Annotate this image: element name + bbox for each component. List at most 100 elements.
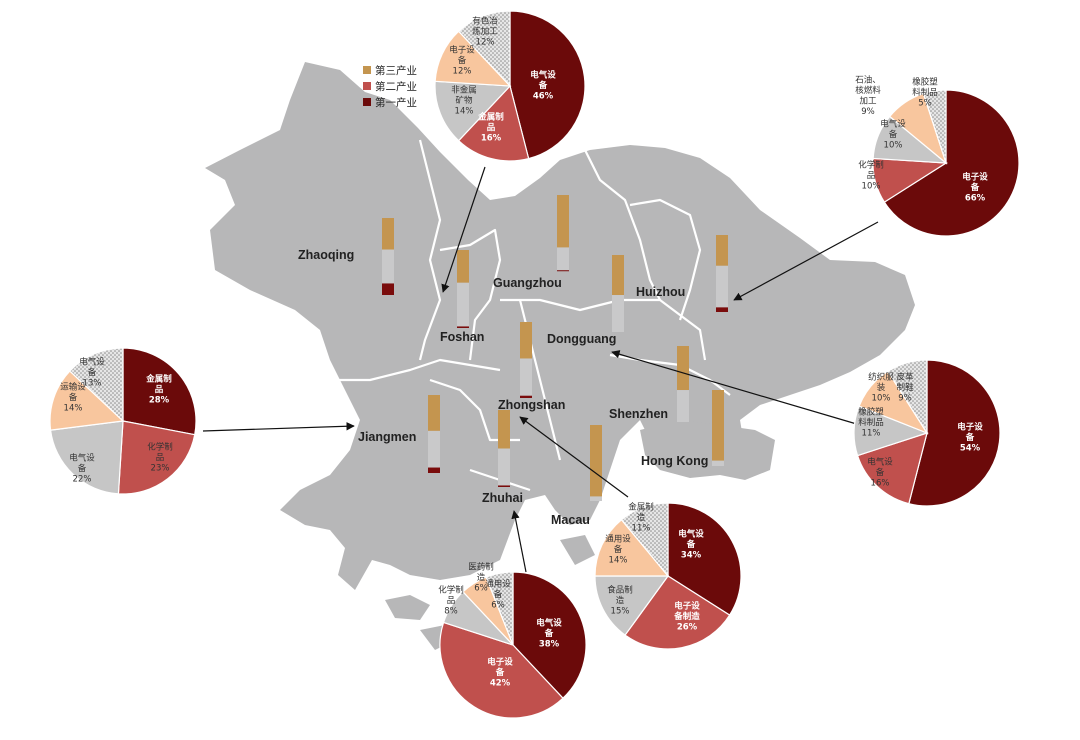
pie-slice-label: 电子设备制造 <box>673 601 700 623</box>
pie-slice <box>620 502 669 578</box>
legend-swatch <box>363 98 371 106</box>
pie-slice-percent: 16% <box>481 134 502 144</box>
pie-slice-percent: 11% <box>862 429 881 439</box>
industry-bar-jiangmen <box>428 395 440 473</box>
industry-bar-shenzhen <box>677 346 689 422</box>
pie-slice <box>594 575 670 636</box>
pie-slice-label: 非金属矿物 <box>451 85 477 107</box>
industry-bar-foshan <box>457 250 469 328</box>
pie-slice-percent: 13% <box>83 379 102 389</box>
pie-slice-label: 化学制品 <box>858 160 884 182</box>
arrow-huizhou <box>733 221 879 301</box>
pie-slice <box>922 89 947 164</box>
pie-slice-label: 电气设备 <box>530 70 556 92</box>
pie-slice-label: 金属制品 <box>477 112 504 134</box>
pie-slice-label: 电子设备 <box>957 422 983 444</box>
pie-slice-percent: 6% <box>491 601 505 611</box>
bar-segment-tertiary <box>677 346 689 391</box>
pie-slice-percent: 10% <box>862 182 881 192</box>
pie-slice-percent: 10% <box>872 394 891 404</box>
bar-segment-primary <box>457 326 469 328</box>
bar-segment-tertiary <box>716 235 728 266</box>
bar-segment-tertiary <box>712 390 724 461</box>
pie-slice <box>887 359 928 436</box>
bar-segment-primary <box>557 270 569 272</box>
pie-slice-label: 橡胶塑料制品 <box>912 77 938 99</box>
city-label-jiangmen: Jiangmen <box>358 430 416 444</box>
industry-bar-zhongshan <box>520 322 532 398</box>
pie-slice-label: 电气设备 <box>678 529 704 551</box>
pie-slice-label: 电子设备 <box>962 172 988 194</box>
bar-segment-secondary <box>677 390 689 422</box>
pie-slice-label: 电子设备 <box>487 657 513 679</box>
bar-segment-secondary <box>498 448 510 486</box>
pie-slice-label: 金属制造 <box>628 502 654 524</box>
bar-segment-primary <box>382 283 394 295</box>
city-label-zhongshan: Zhongshan <box>498 398 565 412</box>
city-label-guangzhou: Guangzhou <box>493 276 562 290</box>
pie-slice <box>624 575 731 650</box>
pie-slice-label: 通用设备 <box>605 534 631 556</box>
pie-slice-percent: 14% <box>609 556 628 566</box>
bar-segment-secondary <box>590 496 602 501</box>
pie-slice-label: 电气设备 <box>867 457 893 479</box>
pie-slice <box>457 10 511 88</box>
pie-slice <box>122 347 197 436</box>
bar-segment-secondary <box>612 295 624 332</box>
industry-bar-zhaoqing <box>382 218 394 295</box>
pie-slice-label: 电气设备 <box>880 119 906 141</box>
industry-bar-dongguang <box>612 255 624 332</box>
industry-bar-guangzhou <box>557 195 569 272</box>
bar-segment-tertiary <box>557 195 569 248</box>
pie-slice-percent: 26% <box>677 623 698 633</box>
industry-bar-layer <box>382 195 728 501</box>
pie-slice-percent: 66% <box>965 194 986 204</box>
pie-slice <box>908 359 1001 507</box>
bar-segment-primary <box>716 307 728 312</box>
island-south-1 <box>560 535 595 565</box>
pie-slice-percent: 8% <box>444 607 458 617</box>
pie-slice-percent: 23% <box>151 464 170 474</box>
border-jiangmen <box>330 358 501 382</box>
industry-bar-macau <box>590 425 602 501</box>
industry-bar-zhuhai <box>498 410 510 487</box>
bar-segment-secondary <box>716 265 728 308</box>
arrow-zhongshan <box>519 416 629 498</box>
industry-bar-hongkong <box>712 390 724 466</box>
border-foshan-guangzhou <box>439 228 502 361</box>
pie-slice-percent: 11% <box>632 524 651 534</box>
pie-slice <box>68 347 124 423</box>
island-west-1 <box>385 595 430 620</box>
pie-slice-label: 电气设备 <box>69 453 95 475</box>
legend-label: 第一产业 <box>375 96 417 109</box>
bar-segment-tertiary <box>520 322 532 359</box>
bar-segment-secondary <box>712 460 724 466</box>
pie-slice-percent: 12% <box>476 38 495 48</box>
city-label-layer: Zhaoqing Guangzhou Huizhou Foshan Dongguang Z… <box>298 248 708 527</box>
pie-slice-percent: 6% <box>474 584 488 594</box>
city-label-zhuhai: Zhuhai <box>482 491 523 505</box>
pie-slice-percent: 14% <box>455 107 474 117</box>
pie-slice-percent: 34% <box>681 551 702 561</box>
pie-slice-label: 橡胶塑料制品 <box>858 407 884 429</box>
bar-segment-tertiary <box>498 410 510 449</box>
legend-swatch <box>363 66 371 74</box>
pie-slice-label: 石油、核燃料加工 <box>855 74 881 106</box>
pie-slice-percent: 9% <box>898 394 912 404</box>
pie-slice <box>49 370 125 431</box>
border-zhaoqing-foshan <box>418 139 442 361</box>
city-label-shenzhen: Shenzhen <box>609 407 668 421</box>
landmass-hongkong <box>640 420 775 480</box>
pie-slice <box>594 518 670 577</box>
city-label-huizhou: Huizhou <box>636 285 685 299</box>
arrow-dongguang <box>611 350 861 426</box>
arrow-foshan <box>441 166 486 293</box>
bar-segment-secondary <box>428 430 440 468</box>
pie-slice-percent: 14% <box>64 404 83 414</box>
